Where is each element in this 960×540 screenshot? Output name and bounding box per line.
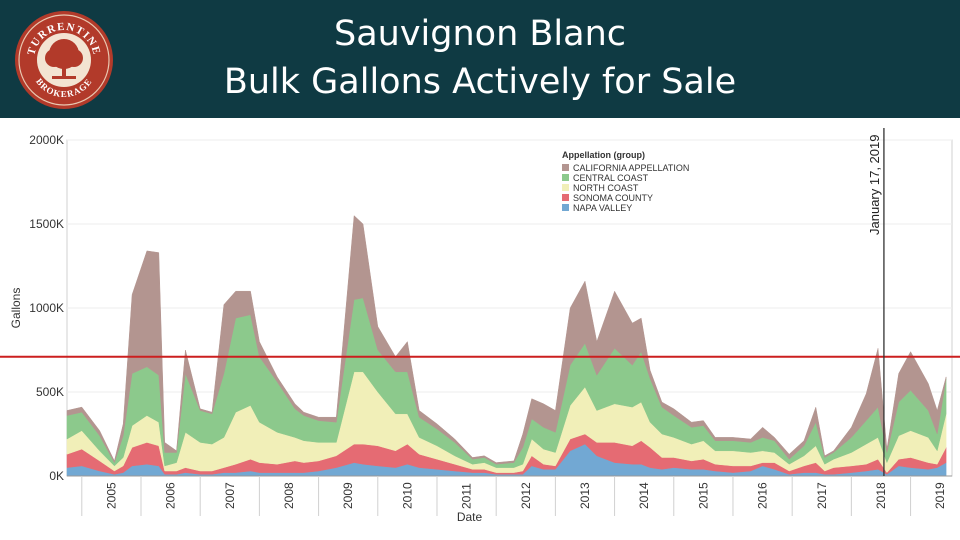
y-tick-label: 1500K [29,217,64,231]
legend-swatch [562,184,569,191]
x-tick-label: 2017 [815,482,829,509]
annotation-label: January 17, 2019 [867,135,882,235]
title-line-1: Sauvignon Blanc [333,14,626,54]
x-tick-label: 2013 [578,482,592,509]
x-tick-label: 2009 [341,482,355,509]
legend-swatch [562,204,569,211]
x-tick-label: 2018 [874,482,888,509]
legend-entry: CENTRAL COAST [573,173,649,183]
legend-entry: SONOMA COUNTY [573,193,653,203]
x-tick-label: 2007 [223,482,237,509]
x-axis-label: Date [457,510,483,524]
x-tick-label: 2010 [400,482,414,509]
x-tick-label: 2005 [104,482,118,509]
legend-entry: NORTH COAST [573,183,639,193]
legend-swatch [562,194,569,201]
x-tick-label: 2016 [756,482,770,509]
x-tick-label: 2008 [282,482,296,509]
area-california-appellation [66,215,947,465]
legend-swatch [562,174,569,181]
x-tick-label: 2012 [519,482,533,509]
x-tick-label: 2011 [460,483,474,509]
title-line-2: Bulk Gallons Actively for Sale [223,62,737,102]
y-tick-label: 0K [49,469,64,483]
legend-title: Appellation (group) [562,150,645,160]
y-axis-label: Gallons [9,288,23,329]
stacked-area-chart: 0K 500K 1000K 1500K 2000K Gallons 2005 2006 2007… [0,128,960,524]
y-tick-label: 500K [36,385,64,399]
header-banner: TURRENTINE BROKERAGE Sauvignon Blanc Bul… [0,0,960,118]
x-tick-label: 2014 [637,482,651,509]
y-tick-label: 1000K [29,301,64,315]
legend: Appellation (group) CALIFORNIA APPELLATIO… [562,150,689,213]
area-layers [66,215,947,477]
legend-entry: NAPA VALLEY [573,203,632,213]
x-tick-label: 2019 [933,482,947,509]
turrentine-logo: TURRENTINE BROKERAGE [15,11,113,109]
x-tick-label: 2006 [164,482,178,509]
x-tick-label: 2015 [696,482,710,509]
legend-entry: CALIFORNIA APPELLATION [573,163,689,173]
y-tick-label: 2000K [29,133,64,147]
tree-icon [45,39,83,79]
legend-swatch [562,164,569,171]
